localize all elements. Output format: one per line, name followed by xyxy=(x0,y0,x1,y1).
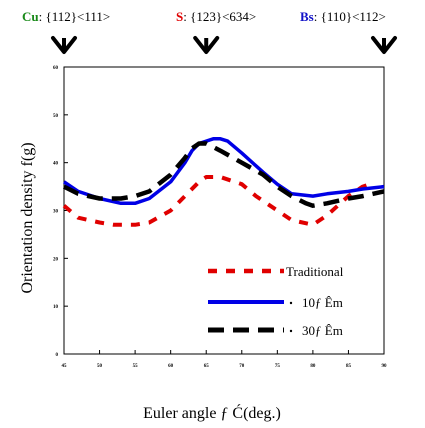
x-tick-label: 70 xyxy=(239,364,245,369)
texture-label-name: Cu xyxy=(22,9,39,24)
legend-bullet xyxy=(289,301,293,305)
legend-label: 10ƒ Êm xyxy=(302,295,343,310)
texture-label-bs: Bs: {110}<112> xyxy=(300,9,386,24)
legend-bullet xyxy=(289,329,293,333)
x-tick-label: 45 xyxy=(62,364,68,369)
y-tick-label: 40 xyxy=(53,162,59,167)
legend-label: Traditional xyxy=(286,264,344,279)
plot-frame xyxy=(63,66,385,355)
x-tick-label: 85 xyxy=(346,364,352,369)
x-tick-label: 50 xyxy=(97,364,103,369)
texture-label-name: Bs xyxy=(300,9,314,24)
arrow-down-icon xyxy=(193,36,220,54)
y-tick-label: 20 xyxy=(53,257,59,262)
texture-label-s: S: {123}<634> xyxy=(176,9,256,24)
texture-label-orientation: : {123}<634> xyxy=(183,9,256,24)
y-tick-label: 30 xyxy=(53,210,59,215)
y-tick-label: 60 xyxy=(53,66,59,71)
series-layer xyxy=(62,137,385,227)
texture-label-orientation: : {112}<111> xyxy=(39,9,111,24)
x-tick-label: 80 xyxy=(310,364,316,369)
arrow-down-icon xyxy=(51,36,77,54)
series-line-2 xyxy=(63,137,385,206)
x-tick-label: 60 xyxy=(168,364,174,369)
x-axis-ticks: 45 50 55 60 65 70 75 80 85 90 xyxy=(62,350,388,369)
series-line-3 xyxy=(62,141,385,208)
arrow-down-icon xyxy=(371,36,397,54)
y-tick-label: 50 xyxy=(53,114,59,119)
x-tick-label: 90 xyxy=(382,364,388,369)
legend-label: 30ƒ Êm xyxy=(302,323,343,338)
y-axis-ticks: 0 10 20 30 40 50 60 xyxy=(53,66,68,358)
texture-label-name: S xyxy=(176,9,183,24)
legend: Traditional 10ƒ Êm 30ƒ Êm xyxy=(208,264,344,338)
texture-labels: Cu: {112}<111> S: {123}<634> Bs: {110}<112… xyxy=(22,9,386,24)
texture-label-cu: Cu: {112}<111> xyxy=(22,9,110,24)
y-tick-label: 0 xyxy=(56,353,59,358)
position-arrows xyxy=(51,36,397,54)
series-line-1 xyxy=(62,175,371,227)
y-tick-label: 10 xyxy=(53,305,59,310)
x-tick-label: 75 xyxy=(275,364,281,369)
y-axis-label: Orientation density f(g) xyxy=(19,142,36,293)
texture-label-orientation: : {110}<112> xyxy=(314,9,386,24)
x-tick-label: 55 xyxy=(133,364,139,369)
x-axis-label: Euler angle ƒ Ć(deg.) xyxy=(143,403,281,422)
x-tick-label: 65 xyxy=(204,364,210,369)
